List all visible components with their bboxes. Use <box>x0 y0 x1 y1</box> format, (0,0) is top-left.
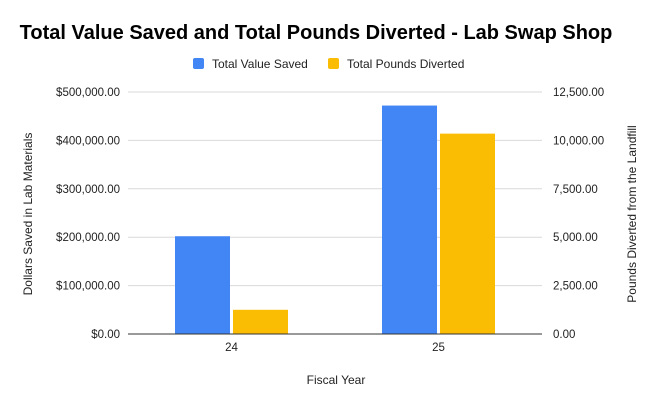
bar-total-pounds-diverted-25 <box>440 133 495 334</box>
right-tick-label: 12,500.00 <box>553 87 604 99</box>
x-axis-label: Fiscal Year <box>307 373 366 387</box>
x-axis-ticks: 24 25 <box>225 342 445 354</box>
left-axis-label: Dollars Saved in Lab Materials <box>21 133 35 296</box>
left-tick-label: $100,000.00 <box>56 281 120 293</box>
right-tick-label: 5,000.00 <box>553 232 598 244</box>
left-tick-label: $200,000.00 <box>56 232 120 244</box>
bar-total-pounds-diverted-24 <box>233 309 288 334</box>
legend-swatch-total-pounds-diverted <box>328 58 339 69</box>
right-axis-ticks: 0.00 2,500.00 5,000.00 7,500.00 10,000.00 12,… <box>553 87 604 341</box>
left-tick-label: $0.00 <box>91 329 120 341</box>
legend-label-total-value-saved: Total Value Saved <box>212 57 308 71</box>
right-tick-label: 10,000.00 <box>553 135 604 147</box>
x-tick-label: 24 <box>225 342 238 354</box>
left-tick-label: $300,000.00 <box>56 184 120 196</box>
right-tick-label: 2,500.00 <box>553 281 598 293</box>
bars <box>175 105 495 334</box>
chart-title: Total Value Saved and Total Pounds Diver… <box>20 22 613 44</box>
left-tick-label: $400,000.00 <box>56 135 120 147</box>
bar-total-value-saved-24 <box>175 236 230 334</box>
right-tick-label: 7,500.00 <box>553 184 598 196</box>
left-axis-ticks: $0.00 $100,000.00 $200,000.00 $300,000.00 $4… <box>56 87 120 341</box>
legend: Total Value Saved Total Pounds Diverted <box>193 57 464 71</box>
right-tick-label: 0.00 <box>553 329 575 341</box>
x-tick-label: 25 <box>432 342 445 354</box>
bar-total-value-saved-25 <box>382 105 437 334</box>
right-axis-label: Pounds Diverted from the Landfill <box>625 125 639 302</box>
left-tick-label: $500,000.00 <box>56 87 120 99</box>
legend-label-total-pounds-diverted: Total Pounds Diverted <box>347 57 464 71</box>
legend-swatch-total-value-saved <box>193 58 204 69</box>
